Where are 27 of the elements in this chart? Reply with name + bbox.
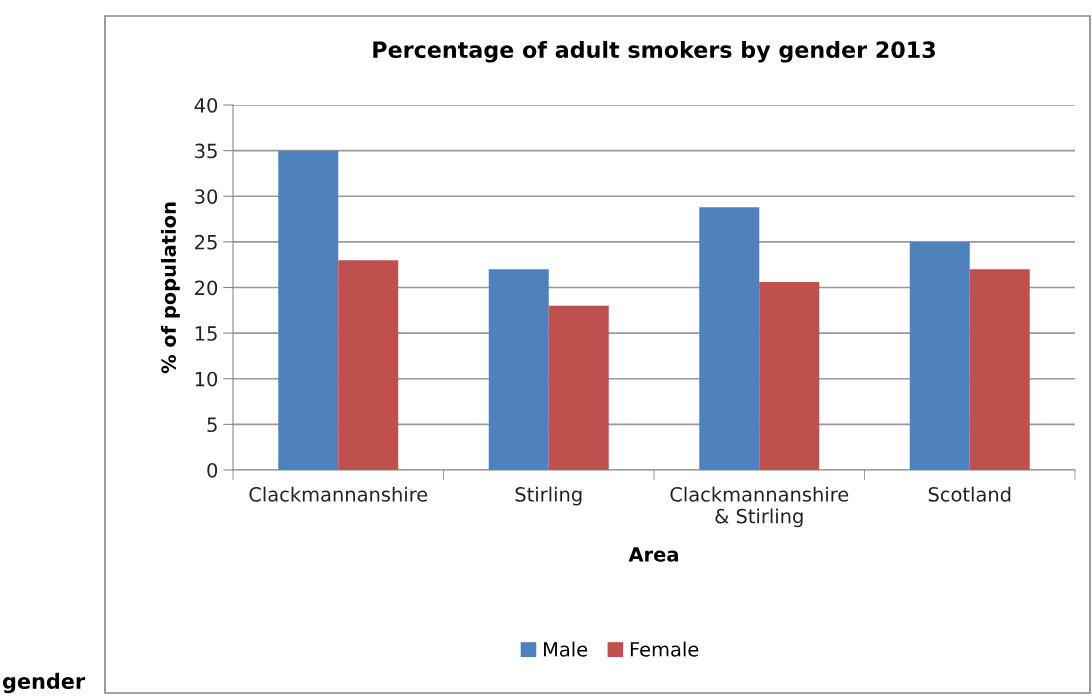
y-tick-label: 15 bbox=[195, 326, 217, 341]
bar bbox=[759, 282, 820, 470]
chart-title: Percentage of adult smokers by gender 2013 bbox=[373, 40, 935, 63]
y-tick-label: 25 bbox=[195, 234, 217, 250]
bar bbox=[969, 269, 1030, 470]
bar bbox=[909, 241, 970, 470]
bar bbox=[338, 260, 399, 470]
y-tick-label: 20 bbox=[195, 280, 218, 296]
y-tick-label: 10 bbox=[195, 371, 218, 387]
x-tick-label: Stirling bbox=[515, 486, 582, 506]
y-tick-label: 35 bbox=[195, 143, 217, 159]
y-tick-label: 40 bbox=[194, 97, 218, 113]
x-tick-label: Clackmannanshire & Stirling bbox=[670, 486, 849, 528]
y-tick-label: 30 bbox=[195, 189, 218, 204]
x-tick-label: Scotland bbox=[928, 486, 1011, 502]
y-axis-title: % of population bbox=[160, 202, 180, 374]
x-axis-title: Area bbox=[628, 547, 678, 562]
bar bbox=[278, 150, 339, 470]
text: gender bbox=[2, 672, 86, 694]
bar bbox=[699, 207, 760, 470]
x-tick-label: Clackmannanshire bbox=[249, 486, 428, 502]
legend-label: Female bbox=[630, 641, 699, 657]
bar bbox=[548, 305, 609, 470]
y-tick-label: 5 bbox=[207, 417, 217, 433]
legend-label: Male bbox=[544, 641, 588, 657]
y-tick-label: 0 bbox=[207, 462, 218, 478]
bar bbox=[488, 269, 549, 470]
